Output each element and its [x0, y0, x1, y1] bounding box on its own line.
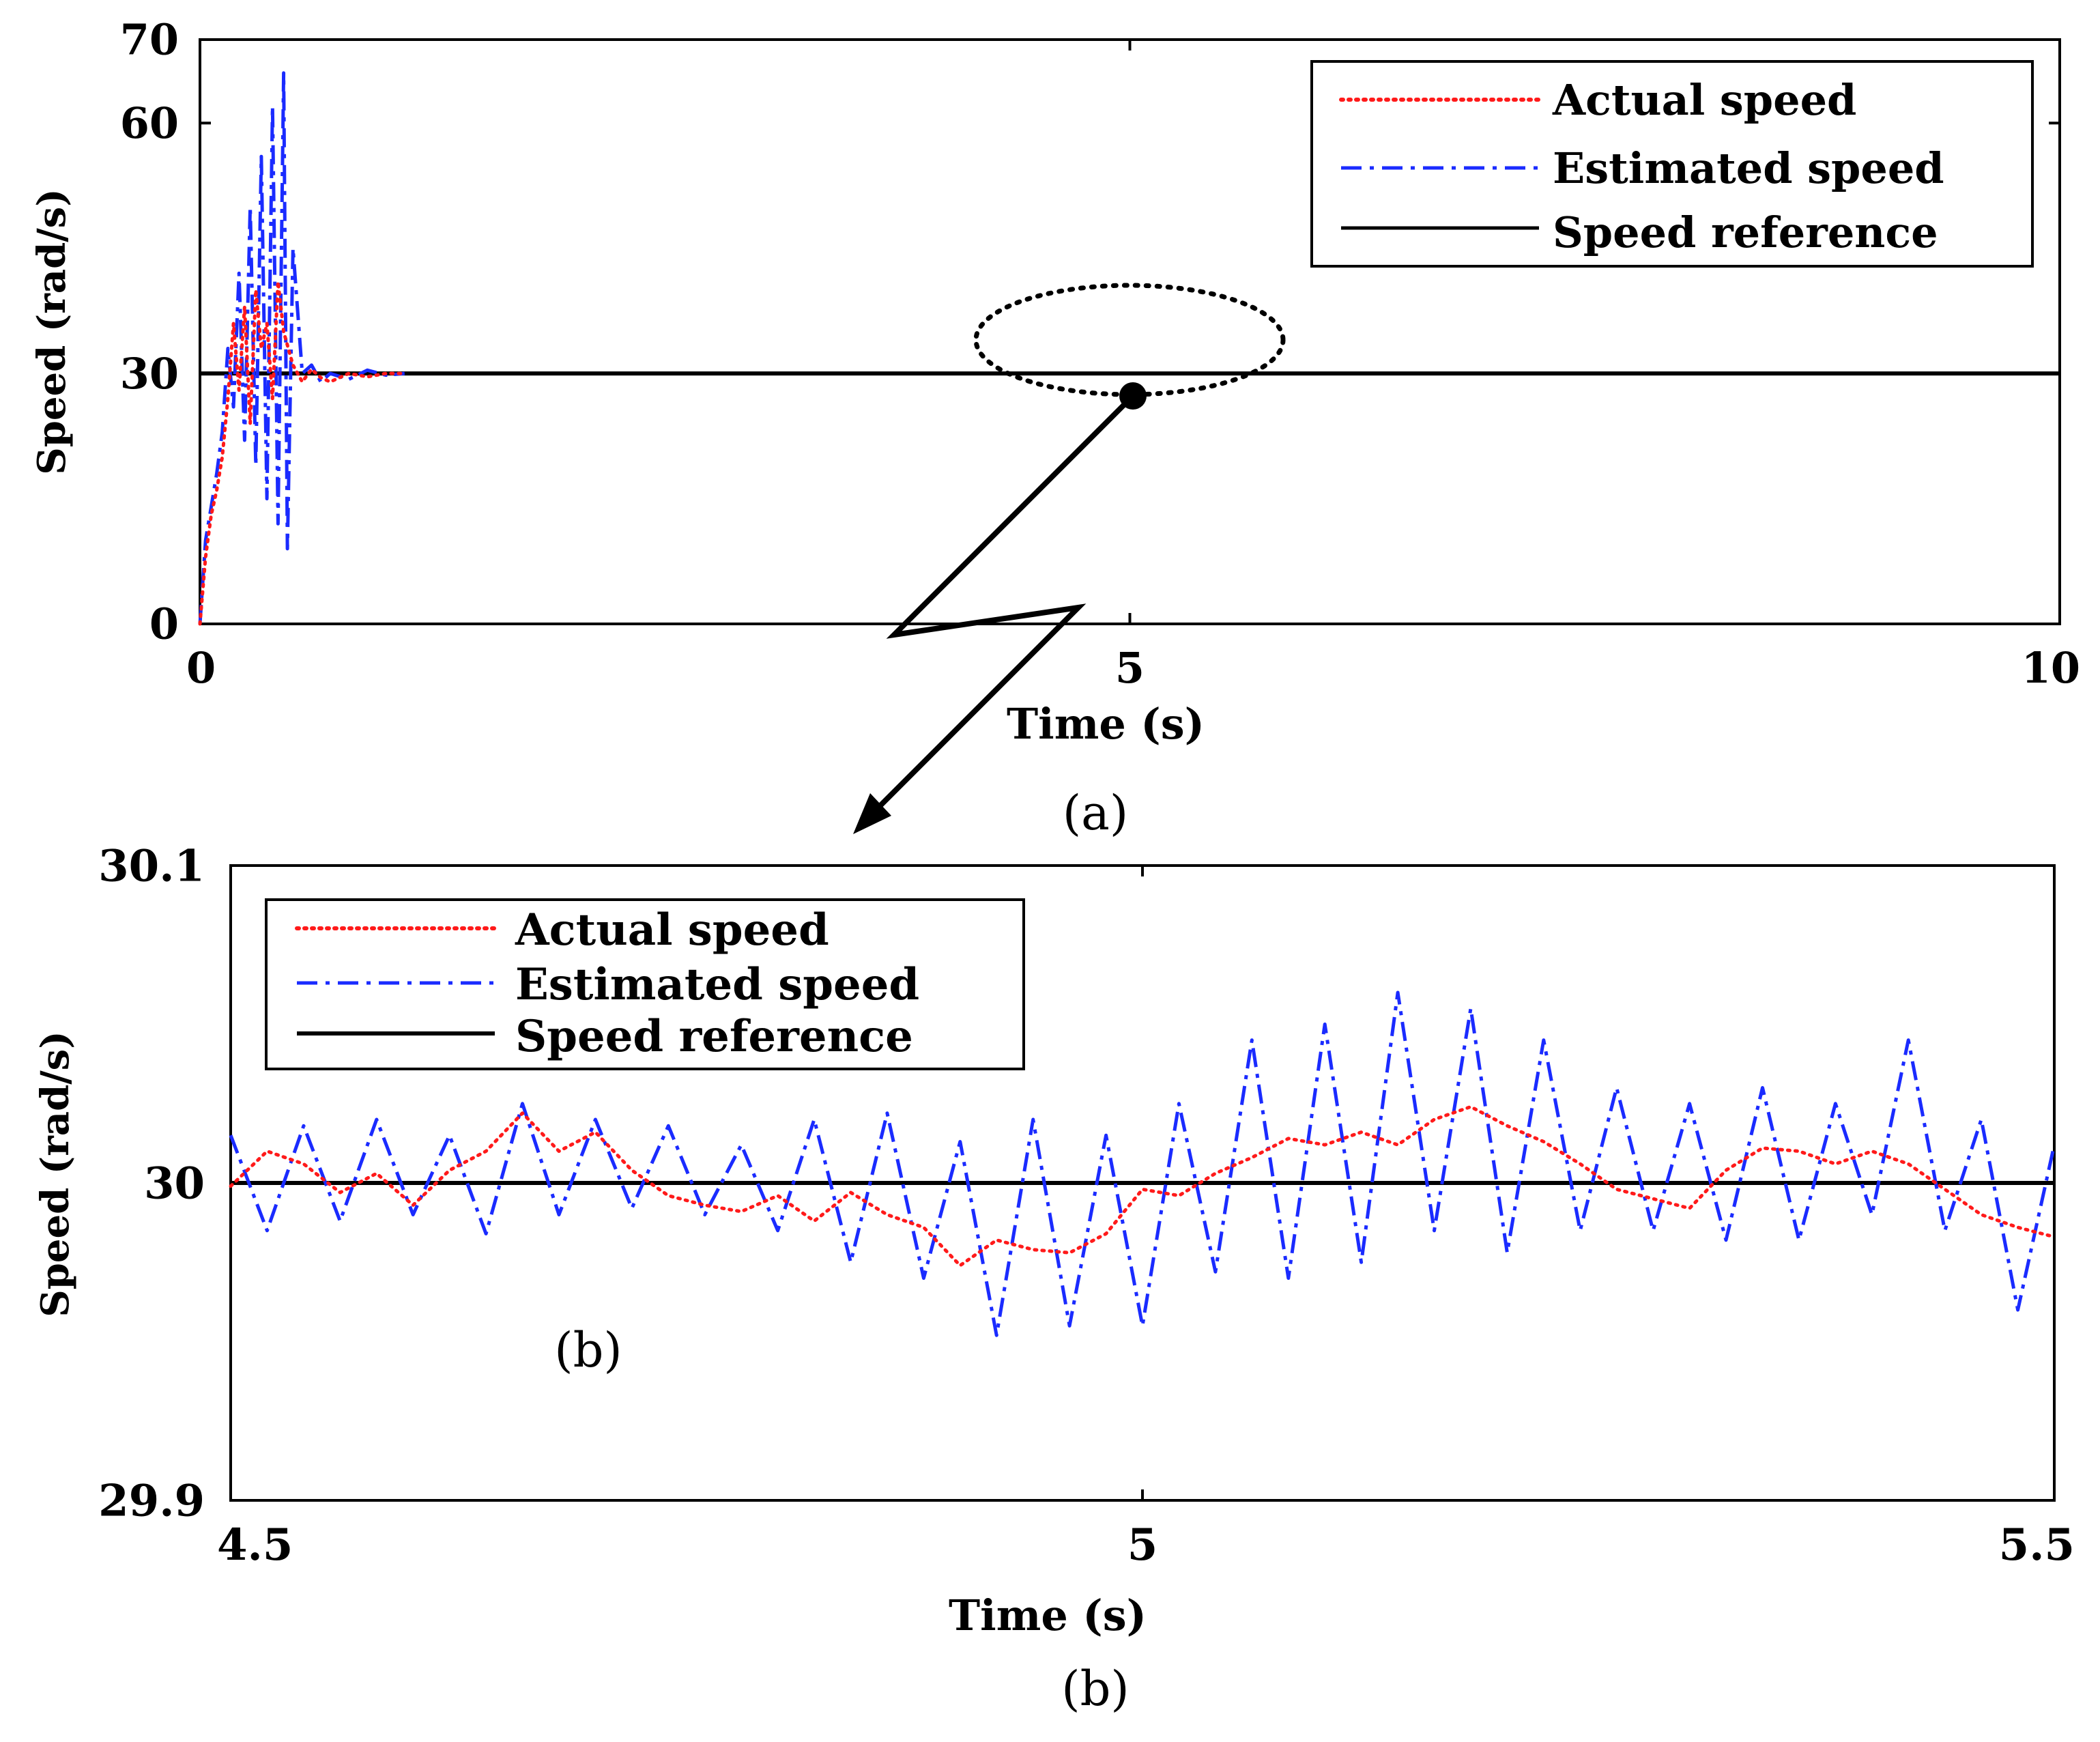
panel-b-caption: (b) [1061, 1661, 1129, 1717]
legend-b-actual-label: Actual speed [515, 904, 829, 956]
panel-a-ylabel: Speed (rad/s) [29, 188, 74, 474]
y-tick-label-b-1: 30 [144, 1158, 205, 1209]
legend-a-estimated-label: Estimated speed [1553, 143, 1944, 193]
series-estimated-speed-b [229, 990, 2056, 1337]
zoom-region-ellipse [973, 283, 1286, 397]
panel-b-legend: Actual speed Estimated speed Speed refer… [265, 898, 1025, 1070]
series-actual-speed-b [229, 1104, 2056, 1268]
panel-a-legend: Actual speed Estimated speed Speed refer… [1310, 60, 2034, 268]
panel-b-tick-labels: 4.5 5 5.5 29.9 30 30.1 [98, 840, 2075, 1571]
zoom-arrow [853, 397, 1132, 834]
x-tick-label-b-1: 5 [1127, 1519, 1158, 1571]
x-tick-label-a-0: 0 [186, 643, 216, 693]
legend-b-estimated-label: Estimated speed [515, 959, 919, 1010]
panel-a-legend-box [1310, 60, 2034, 268]
panel-b-ylabel: Speed (rad/s) [33, 1031, 78, 1317]
zoom-arrow-head [853, 793, 891, 834]
x-tick-label-b-2: 5.5 [1999, 1519, 2075, 1571]
y-tick-label-a-1: 30 [120, 349, 179, 399]
panel-a-series [198, 71, 2060, 626]
panel-a-caption: (a) [1063, 785, 1128, 841]
panel-a-tick-labels: 0 5 10 0 30 60 70 [120, 15, 2080, 693]
zoom-arrow-line [861, 397, 1132, 825]
panel-a-xlabel: Time (s) [1007, 699, 1205, 749]
legend-a-reference-label: Speed reference [1553, 208, 1938, 257]
legend-a-actual-label: Actual speed [1552, 75, 1856, 125]
panel-b: 4.5 5 5.5 29.9 30 30.1 Actual speed Estimated… [33, 840, 2075, 1717]
x-tick-label-a-1: 5 [1115, 643, 1145, 693]
panel-b-inner-label: (b) [554, 1322, 622, 1378]
y-tick-label-a-2: 60 [120, 98, 179, 148]
y-tick-label-a-0: 0 [149, 599, 179, 649]
legend-b-reference-label: Speed reference [515, 1011, 913, 1062]
panel-a: 0 5 10 0 30 60 70 Actual speed Estimated speed… [29, 15, 2080, 841]
y-tick-label-b-2: 30.1 [98, 840, 205, 891]
panel-b-series [229, 990, 2056, 1337]
series-actual-speed-a [198, 280, 407, 626]
series-estimated-speed-a [198, 71, 405, 625]
panel-b-xlabel: Time (s) [949, 1590, 1147, 1640]
y-tick-label-a-3: 70 [120, 15, 179, 65]
y-tick-label-b-0: 29.9 [98, 1475, 205, 1526]
x-tick-label-a-2: 10 [2022, 643, 2080, 693]
x-tick-label-b-0: 4.5 [217, 1519, 293, 1571]
